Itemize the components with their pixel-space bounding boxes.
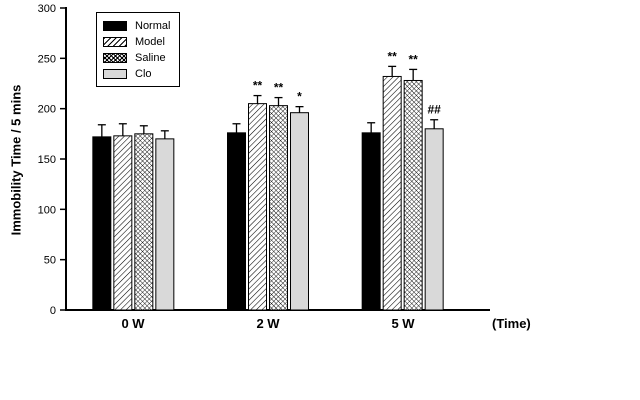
legend-label-normal: Normal: [135, 20, 171, 32]
bar-saline-5w: [403, 79, 423, 311]
bar-model-0w: [113, 135, 133, 311]
y-tick-label: 150: [38, 154, 56, 166]
bar-saline-0w: [134, 133, 154, 311]
y-axis-title: Immobility Time / 5 mins: [8, 84, 24, 236]
significance-annotation: *: [297, 90, 302, 104]
bar-normal-2w: [227, 132, 246, 311]
legend-swatch-model: [103, 37, 127, 47]
bar-clo-2w: [290, 112, 309, 311]
y-tick-label: 0: [50, 305, 56, 317]
legend-label-clo: Clo: [135, 68, 152, 80]
y-tick-label: 250: [38, 53, 56, 65]
legend-label-model: Model: [135, 36, 165, 48]
significance-annotation: **: [408, 52, 418, 66]
legend-swatch-saline: [103, 53, 127, 63]
legend: Normal Model Saline Clo: [96, 12, 180, 87]
bar-model-2w: [248, 103, 267, 311]
legend-item-saline: Saline: [103, 50, 175, 66]
bar-clo-5w: [424, 128, 444, 311]
y-tick-label: 200: [38, 104, 56, 116]
bar-model-5w: [382, 75, 402, 311]
legend-item-clo: Clo: [103, 66, 175, 82]
y-tick-label: 300: [38, 3, 56, 15]
bar-saline-2w: [269, 105, 288, 311]
bar-clo-0w: [155, 138, 175, 311]
legend-swatch-normal: [103, 21, 127, 31]
x-category-label-0w: 0 W: [121, 316, 145, 331]
x-category-label-5w: 5 W: [391, 316, 415, 331]
significance-annotation: **: [253, 79, 263, 93]
significance-annotation: **: [387, 49, 397, 63]
legend-label-saline: Saline: [135, 52, 166, 64]
legend-item-normal: Normal: [103, 18, 175, 34]
x-category-label-2w: 2 W: [256, 316, 280, 331]
significance-annotation: **: [274, 81, 284, 95]
legend-swatch-clo: [103, 69, 127, 79]
legend-item-model: Model: [103, 34, 175, 50]
y-tick-label: 50: [44, 255, 56, 267]
bar-normal-0w: [92, 136, 112, 311]
y-tick-label: 100: [38, 204, 56, 216]
bar-normal-5w: [361, 132, 381, 311]
x-axis-title: (Time): [492, 316, 531, 331]
significance-annotation: ##: [427, 103, 441, 117]
